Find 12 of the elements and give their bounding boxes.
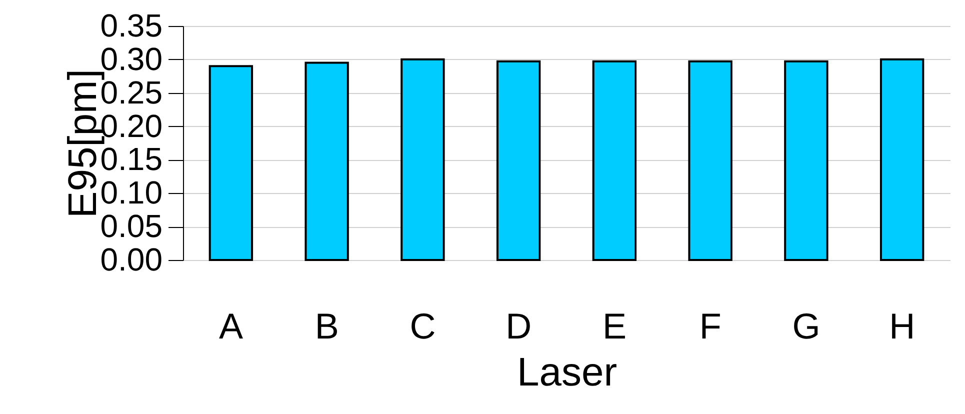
- x-tick-label: D: [506, 306, 532, 346]
- x-tick-label: C: [410, 306, 436, 346]
- x-tick-label: H: [889, 306, 916, 346]
- y-tick-label: 0.05: [100, 208, 162, 244]
- y-tick-label: 0.35: [100, 8, 162, 44]
- x-tick-label: A: [218, 306, 243, 346]
- x-tick-label: F: [699, 306, 722, 346]
- x-tick-label: E: [602, 306, 626, 346]
- x-tick-label: G: [792, 306, 820, 346]
- x-axis-title: Laser: [516, 350, 618, 394]
- y-tick-label: 0.00: [100, 242, 162, 278]
- x-tick-label: B: [314, 306, 339, 346]
